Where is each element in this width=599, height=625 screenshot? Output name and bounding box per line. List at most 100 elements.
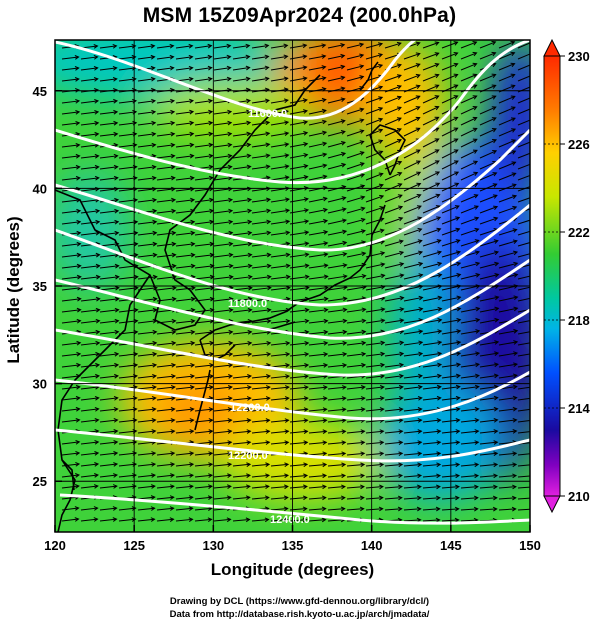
wind-arrow [156,430,175,434]
wind-arrow [498,419,517,423]
wind-arrow-head [189,175,195,181]
wind-arrow-head [208,440,214,445]
wind-arrow [118,474,137,478]
wind-arrow [194,298,214,302]
wind-arrow [346,286,366,291]
wind-arrow [232,111,251,115]
wind-arrow-head [114,263,120,269]
wind-arrow-head [285,241,291,247]
wind-arrow-head [114,208,120,214]
wind-arrow [61,419,80,423]
wind-arrow-head [456,340,462,345]
wind-arrow-head [473,495,479,501]
wind-arrow [365,430,384,434]
wind-arrow [479,441,498,445]
wind-arrow [346,151,364,159]
wind-arrow [308,386,327,390]
wind-arrow-head [474,239,480,244]
wind-arrow [365,308,385,313]
wind-arrow-head [322,462,328,468]
wind-arrow-head [171,263,177,269]
wind-arrow-head [303,418,309,423]
wind-arrow-head [323,296,329,302]
wind-arrow-head [322,152,328,158]
wind-arrow-head [455,473,461,479]
wind-arrow-head [94,451,100,456]
wind-arrow-head [455,373,461,379]
wind-arrow [479,251,499,258]
wind-arrow [80,463,99,467]
wind-arrow [289,364,309,368]
wind-arrow [213,122,232,126]
wind-arrow-head [190,307,196,313]
wind-arrow [327,141,346,148]
wind-arrow [327,65,345,71]
wind-arrow [232,452,251,456]
wind-arrow [498,397,517,401]
wind-arrow [80,309,100,313]
colorbar-tick-label: 222 [568,225,590,240]
wind-arrow-head [399,340,405,346]
wind-arrow-head [190,230,196,236]
wind-arrow-head [264,484,270,490]
wind-arrow [251,519,269,522]
wind-arrow [80,177,99,181]
wind-arrow [251,331,271,335]
wind-arrow [251,254,271,258]
wind-arrow [460,430,479,434]
wind-arrow-head [475,295,481,301]
wind-arrow [441,508,459,511]
wind-arrow-head [415,116,421,122]
wind-arrow-head [302,65,308,70]
wind-arrow-head [473,194,479,199]
wind-arrow [175,507,193,511]
wind-arrow [403,194,421,203]
wind-arrow [289,198,308,203]
wind-arrow-head [151,418,157,423]
wind-arrow-head [95,329,101,335]
wind-arrow-head [321,108,327,114]
wind-arrow-head [75,109,81,115]
wind-arrow-head [435,193,441,199]
wind-arrow-head [359,42,365,48]
wind-arrow [460,519,478,522]
wind-arrow [422,463,441,467]
wind-arrow [308,175,327,181]
wind-arrow [346,508,364,511]
wind-arrow-head [398,216,404,222]
wind-arrow-head [379,407,385,412]
wind-arrow-head [95,263,101,269]
wind-arrow [270,508,288,511]
wind-arrow-head [94,98,100,104]
wind-arrow [384,251,404,258]
wind-arrow [137,474,156,478]
wind-arrow [384,297,404,302]
wind-arrow [498,195,517,203]
wind-arrow-head [436,462,442,468]
wind-arrow [61,474,79,478]
wind-arrow-head [283,43,289,49]
wind-arrow-head [151,429,157,434]
wind-arrow [346,65,364,71]
wind-arrow [517,253,530,258]
wind-arrow [137,430,156,434]
wind-arrow-head [228,296,234,302]
wind-arrow [479,307,499,313]
wind-arrow [289,320,309,324]
wind-arrow [175,298,195,302]
wind-arrow-head [511,183,517,188]
wind-arrow-head [360,407,366,412]
wind-arrow-head [378,139,384,144]
wind-arrow-head [75,384,81,390]
wind-arrow-head [76,252,82,258]
wind-arrow-head [453,149,459,154]
wind-arrow [517,420,530,423]
wind-arrow-head [360,385,366,390]
wind-arrow-head [207,87,213,93]
wind-arrow [213,56,231,60]
wind-arrow [156,408,175,412]
wind-arrow-head [152,285,158,291]
wind-arrow [346,252,366,258]
wind-arrow-head [171,329,177,335]
wind-arrow-head [494,295,500,301]
